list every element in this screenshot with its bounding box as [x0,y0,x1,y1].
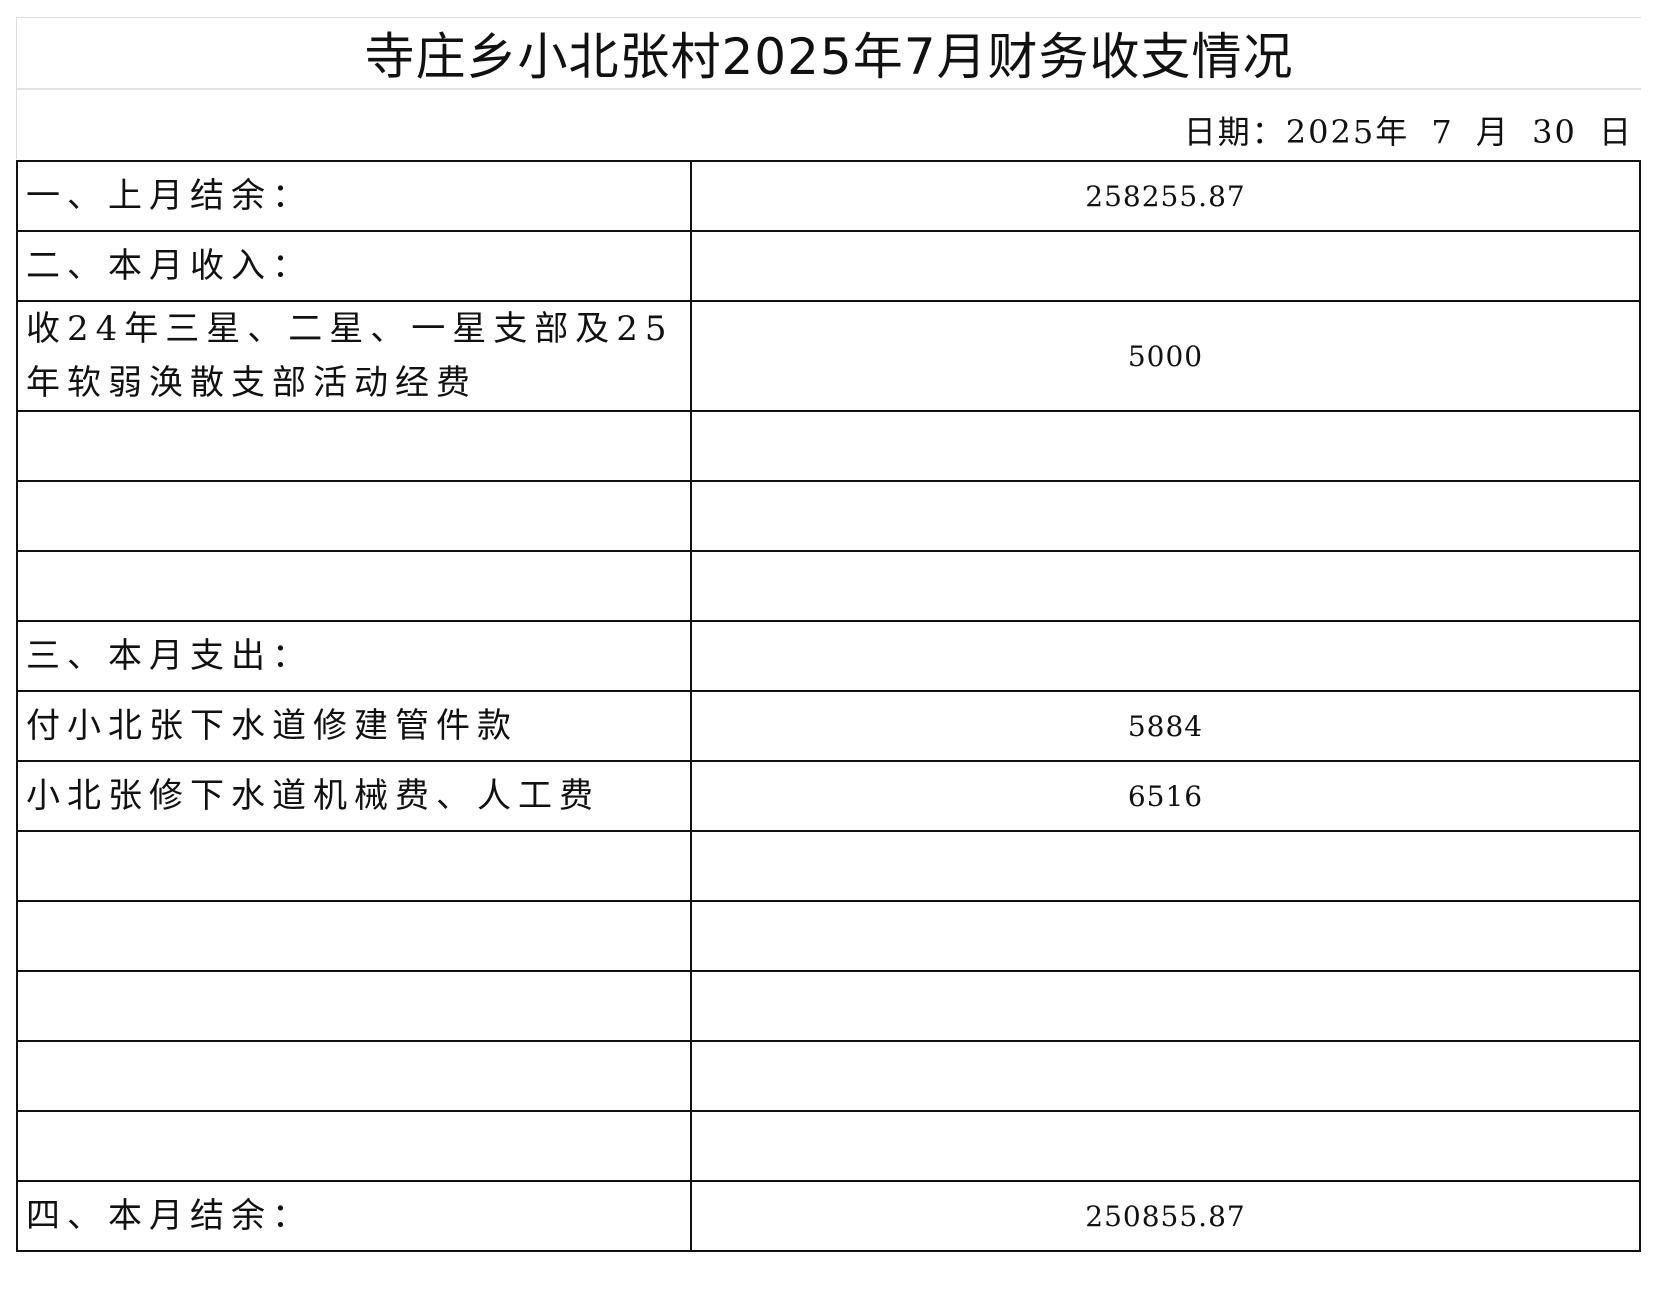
row-label: 三、本月支出： [16,620,692,692]
row-label [16,970,692,1042]
row-amount: 5000 [690,300,1641,412]
row-amount [690,550,1641,622]
table-row [16,480,1641,552]
row-label [16,410,692,482]
page-title: 寺庄乡小北张村2025年7月财务收支情况 [364,28,1294,86]
row-label [16,900,692,972]
row-amount [690,230,1641,302]
row-label [16,550,692,622]
table-row: 一、上月结余： 258255.87 [16,160,1641,232]
table-row: 小北张修下水道机械费、人工费 6516 [16,760,1641,832]
date-row: 日期：2025年 7 月 30 日 [16,89,1641,159]
table-row [16,1110,1641,1182]
finance-table: 一、上月结余： 258255.87 二、本月收入： 收24年三星、二星、一星支部及25… [16,160,1641,1252]
table-row [16,830,1641,902]
row-amount: 6516 [690,760,1641,832]
table-row: 三、本月支出： [16,620,1641,692]
row-label: 小北张修下水道机械费、人工费 [16,760,692,832]
table-row [16,410,1641,482]
row-amount: 250855.87 [690,1180,1641,1252]
table-row [16,550,1641,622]
row-amount [690,900,1641,972]
table-row [16,900,1641,972]
row-amount [690,970,1641,1042]
table-row: 二、本月收入： [16,230,1641,302]
table-row: 付小北张下水道修建管件款 5884 [16,690,1641,762]
row-amount [690,410,1641,482]
row-label [16,480,692,552]
row-amount [690,1110,1641,1182]
row-label [16,830,692,902]
table-row [16,1040,1641,1112]
row-amount: 5884 [690,690,1641,762]
row-amount [690,620,1641,692]
row-label [16,1110,692,1182]
report-date: 日期：2025年 7 月 30 日 [1183,113,1633,151]
row-label: 一、上月结余： [16,160,692,232]
row-amount [690,1040,1641,1112]
row-label: 二、本月收入： [16,230,692,302]
table-row: 四、本月结余： 250855.87 [16,1180,1641,1252]
row-amount [690,830,1641,902]
row-amount [690,480,1641,552]
row-label: 付小北张下水道修建管件款 [16,690,692,762]
row-label [16,1040,692,1112]
table-row: 收24年三星、二星、一星支部及25年软弱涣散支部活动经费 5000 [16,300,1641,412]
row-label: 四、本月结余： [16,1180,692,1252]
row-amount: 258255.87 [690,160,1641,232]
row-label: 收24年三星、二星、一星支部及25年软弱涣散支部活动经费 [16,300,692,412]
title-row: 寺庄乡小北张村2025年7月财务收支情况 [16,17,1641,90]
table-row [16,970,1641,1042]
